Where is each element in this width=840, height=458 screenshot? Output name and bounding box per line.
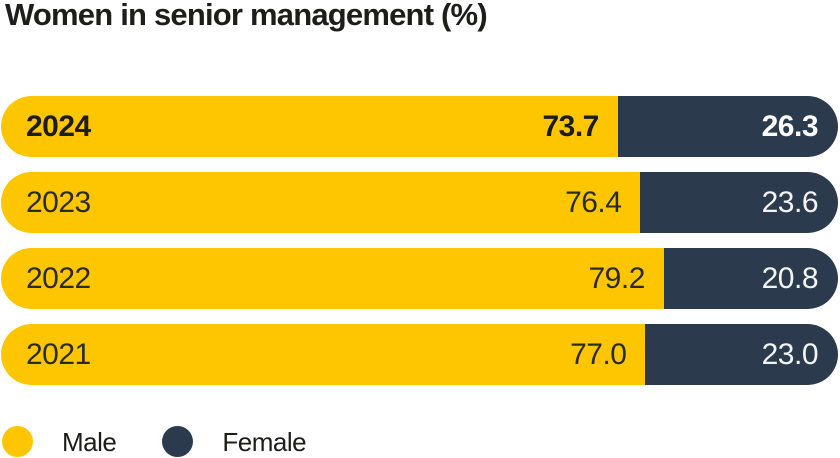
legend-label-male: Male — [62, 426, 117, 457]
male-value-label: 73.7 — [542, 109, 599, 143]
legend-item-male: Male — [2, 426, 117, 457]
female-bar-segment: 26.3 — [617, 96, 838, 157]
chart-title: Women in senior management (%) — [5, 0, 488, 32]
female-value-label: 20.8 — [761, 261, 819, 295]
year-label: 2023 — [26, 185, 91, 219]
male-bar-segment: 2023 76.4 — [1, 172, 641, 233]
bar-chart: 2024 73.7 26.3 2023 76.4 23.6 2022 79.2 … — [1, 96, 838, 400]
female-bar-segment: 20.8 — [663, 248, 838, 309]
bar-row-2024: 2024 73.7 26.3 — [1, 96, 838, 157]
year-label: 2024 — [26, 109, 91, 143]
bar-row-2022: 2022 79.2 20.8 — [1, 248, 838, 309]
male-value-label: 77.0 — [570, 337, 627, 371]
female-value-label: 26.3 — [761, 109, 819, 143]
male-value-label: 76.4 — [565, 185, 622, 219]
female-value-label: 23.0 — [761, 337, 819, 371]
male-swatch-icon — [2, 426, 33, 457]
male-value-label: 79.2 — [588, 261, 646, 295]
male-bar-segment: 2021 77.0 — [1, 324, 646, 385]
bar-row-2023: 2023 76.4 23.6 — [1, 172, 838, 233]
legend: Male Female — [2, 426, 307, 457]
female-bar-segment: 23.0 — [645, 324, 838, 385]
male-bar-segment: 2022 79.2 — [1, 248, 664, 309]
year-label: 2021 — [26, 337, 91, 371]
legend-item-female: Female — [162, 426, 307, 457]
female-swatch-icon — [162, 426, 194, 457]
female-value-label: 23.6 — [761, 185, 819, 219]
bar-row-2021: 2021 77.0 23.0 — [1, 324, 838, 385]
year-label: 2022 — [26, 261, 91, 295]
female-bar-segment: 23.6 — [640, 172, 838, 233]
male-bar-segment: 2024 73.7 — [1, 96, 618, 157]
legend-label-female: Female — [222, 426, 307, 457]
